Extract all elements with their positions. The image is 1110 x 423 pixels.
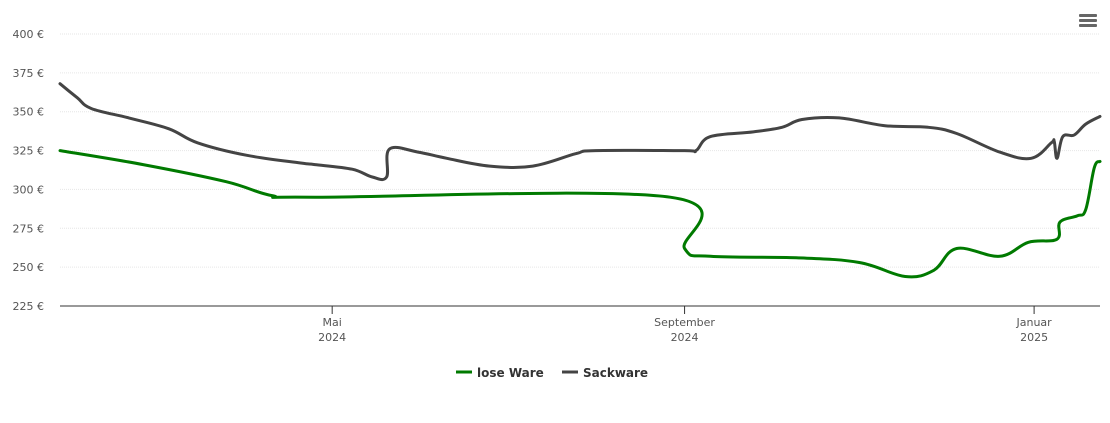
x-tick-month-label: September xyxy=(654,316,715,329)
x-tick-year-label: 2025 xyxy=(1020,331,1048,344)
y-tick-label: 325 € xyxy=(13,145,45,158)
series-line-sackware[interactable] xyxy=(58,82,1102,182)
legend-label: Sackware xyxy=(583,366,648,380)
hamburger-menu-icon-bar xyxy=(1079,24,1097,27)
series-line-lose-ware[interactable] xyxy=(58,149,1102,279)
y-tick-label: 350 € xyxy=(13,106,45,119)
x-tick-year-label: 2024 xyxy=(671,331,699,344)
x-axis-ticks: Mai 2024 September 2024 Januar 2025 xyxy=(318,306,1052,344)
hamburger-menu-icon xyxy=(1079,14,1097,17)
x-tick-year-label: 2024 xyxy=(318,331,346,344)
hamburger-menu-icon-bar xyxy=(1079,19,1097,22)
series-group xyxy=(58,82,1102,279)
y-tick-label: 300 € xyxy=(13,183,45,196)
legend-item[interactable]: lose Ware xyxy=(456,366,544,380)
legend-label: lose Ware xyxy=(477,366,544,380)
y-tick-label: 250 € xyxy=(13,261,45,274)
x-tick-month-label: Januar xyxy=(1016,316,1053,329)
grid-lines xyxy=(60,33,1100,268)
y-tick-label: 225 € xyxy=(13,300,45,313)
y-tick-label: 275 € xyxy=(13,222,45,235)
y-axis-ticks: 225 € 250 € 275 € 300 € 325 € 350 € 375 € 400 € xyxy=(13,28,45,313)
chart-menu-button[interactable] xyxy=(1076,10,1100,32)
legend: lose Ware Sackware xyxy=(456,366,648,380)
y-tick-label: 400 € xyxy=(13,28,45,41)
x-tick-month-label: Mai xyxy=(323,316,342,329)
legend-item[interactable]: Sackware xyxy=(562,366,648,380)
y-tick-label: 375 € xyxy=(13,67,45,80)
